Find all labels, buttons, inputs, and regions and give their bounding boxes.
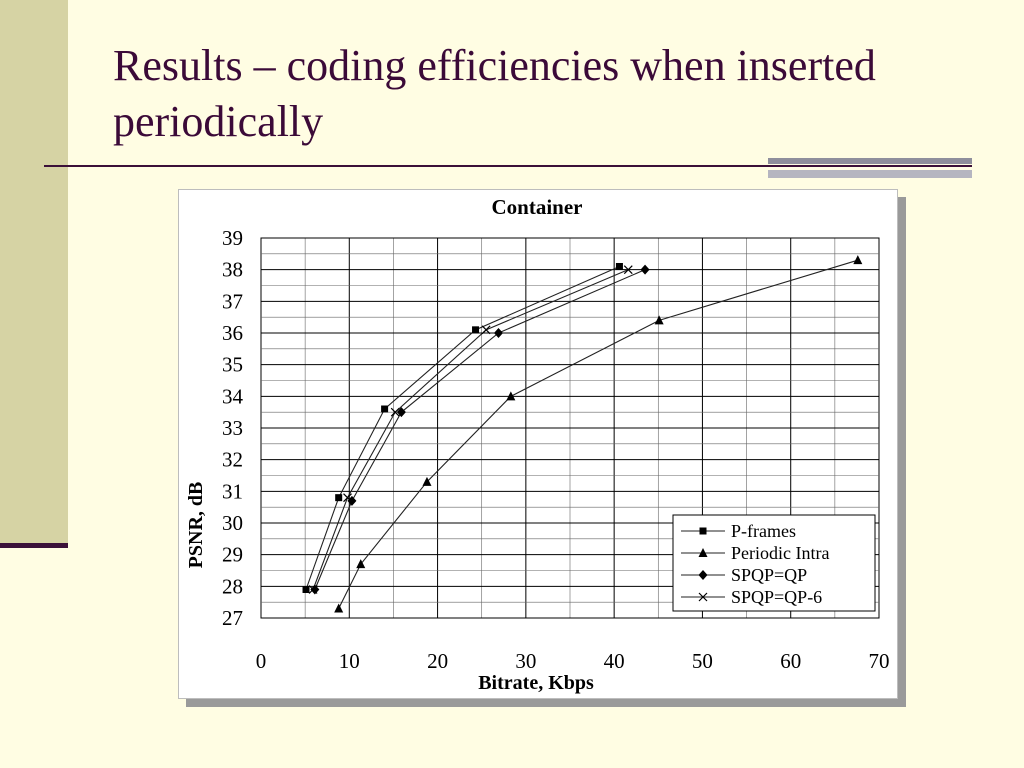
y-axis-label: PSNR, dB [185,482,207,569]
point-periodic-intra-2 [422,476,432,486]
point-periodic-intra-4 [654,315,664,325]
point-periodic-intra-5 [853,255,863,265]
y-tick-label-35: 35 [222,353,243,377]
legend-label-periodic-intra: Periodic Intra [731,543,829,563]
point-spqp-qp-6-2 [390,407,400,417]
left-sidebar-bar [0,0,68,543]
legend-marker-spqp-qp [698,570,708,580]
psnr-bitrate-chart: Container 0 10 20 30 40 50 60 70 27 28 29 30 31 32 33… [185,195,890,694]
x-axis-ticks: 0 10 20 30 40 50 60 70 [256,649,890,673]
y-tick-label-32: 32 [222,448,243,472]
point-spqp-qp-6-0 [308,585,318,594]
y-tick-label-31: 31 [222,479,243,503]
legend-marker-periodic-intra [698,548,708,557]
x-tick-label-50: 50 [692,649,713,673]
x-tick-label-70: 70 [869,649,890,673]
legend-label-spqp-qp-6: SPQP=QP-6 [731,587,822,607]
point-periodic-intra-0 [334,603,344,613]
point-p-frames-0 [302,586,310,593]
point-spqp-qp-1 [347,495,357,506]
point-p-frames-3 [472,326,480,334]
point-spqp-qp-6-3 [481,325,491,335]
y-tick-label-33: 33 [222,416,243,440]
point-p-frames-1 [335,494,343,502]
point-periodic-intra-3 [506,391,516,401]
x-tick-label-40: 40 [604,649,625,673]
point-spqp-qp-4 [640,264,650,275]
point-spqp-qp-3 [493,328,503,338]
y-tick-label-27: 27 [222,606,243,630]
chart-panel: Container 0 10 20 30 40 50 60 70 27 28 29 30 31 32 33… [178,189,898,699]
x-tick-label-10: 10 [339,649,360,673]
x-axis-label: Bitrate, Kbps [478,672,594,694]
y-tick-label-36: 36 [222,321,243,345]
point-p-frames-4 [615,263,623,270]
y-tick-label-28: 28 [222,574,243,598]
point-p-frames-2 [381,405,389,413]
y-tick-label-37: 37 [222,289,243,313]
point-spqp-qp-6-4 [623,265,633,275]
chart-title: Container [492,195,583,219]
y-tick-label-34: 34 [222,384,244,408]
y-tick-label-38: 38 [222,258,243,282]
y-tick-label-29: 29 [222,543,243,567]
legend-label-p-frames: P-frames [731,521,796,541]
legend-marker-spqp-qp-6 [698,592,708,602]
x-tick-label-0: 0 [256,649,267,673]
slide-title: Results – coding efficiencies when inser… [113,41,876,146]
x-tick-label-60: 60 [780,649,801,673]
series-line-periodic-intra [338,259,858,609]
point-periodic-intra-1 [356,559,366,569]
x-tick-label-20: 20 [427,649,448,673]
left-sidebar-rule [0,543,68,548]
rule-accent-light [768,170,972,178]
y-tick-label-39: 39 [222,226,243,250]
title-rule [44,165,972,167]
rule-accent-dark [768,158,972,164]
point-spqp-qp-6-1 [343,493,352,503]
point-spqp-qp-2 [396,407,406,418]
legend-label-spqp-qp: SPQP=QP [731,565,807,585]
point-spqp-qp-0 [310,584,320,595]
y-tick-label-30: 30 [222,511,243,535]
legend-marker-p-frames [699,527,707,535]
x-tick-label-30: 30 [515,649,536,673]
y-axis-ticks: 27 28 29 30 31 32 33 34 35 36 37 38 39 [222,226,244,630]
chart-series-markers [302,255,863,613]
